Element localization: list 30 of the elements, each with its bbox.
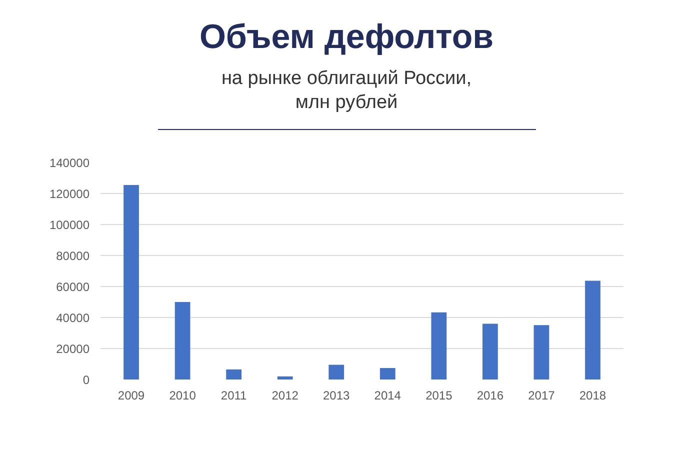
chart-title: Объем дефолтов [198,17,495,58]
x-tick-label: 2010 [169,388,196,402]
x-tick-label: 2012 [272,388,299,402]
bar [174,302,190,380]
x-tick-label: 2015 [426,388,453,402]
x-tick-label: 2014 [374,388,402,402]
y-tick-label: 80000 [56,249,90,263]
x-tick-label: 2017 [528,388,556,402]
y-tick-label: 60000 [56,280,90,294]
x-tick-label: 2009 [118,388,145,402]
bar [380,368,396,380]
y-tick-label: 120000 [49,187,90,201]
y-tick-label: 0 [82,373,90,387]
bar [534,325,550,380]
x-tick-label: 2011 [220,388,248,402]
x-tick-label: 2018 [579,388,606,402]
y-tick-label: 100000 [49,218,90,232]
y-tick-label: 20000 [56,342,90,356]
bar [585,280,600,380]
x-tick-label: 2013 [323,388,350,402]
bar [124,184,139,380]
chart-subtitle: на рынке облигаций России, млн рублей [158,67,536,130]
bar [482,324,498,380]
bar [431,312,447,380]
bar [226,369,242,380]
x-tick-label: 2016 [476,388,504,402]
bar [328,364,344,380]
bar [277,376,293,380]
y-tick-label: 40000 [56,311,90,325]
y-tick-label: 140000 [49,156,90,170]
